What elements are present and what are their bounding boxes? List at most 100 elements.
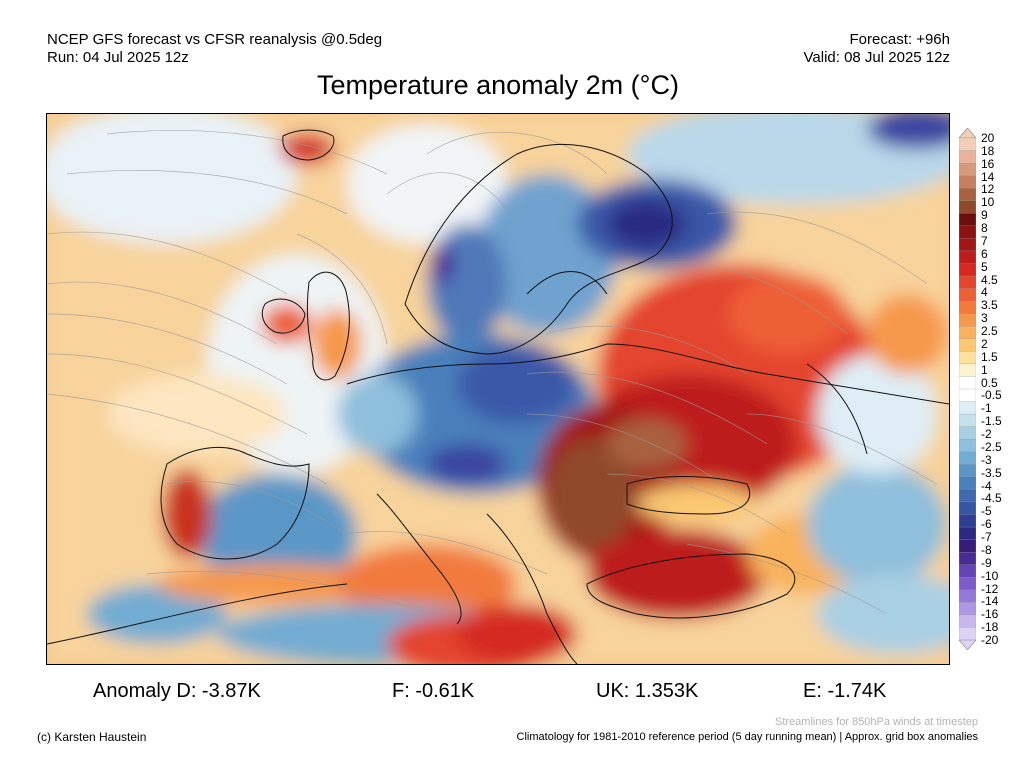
scale-swatch	[959, 551, 976, 566]
scale-swatch	[959, 351, 976, 365]
scale-label: 3	[981, 311, 988, 326]
scale-label: -4.5	[981, 491, 1002, 506]
scale-label: -4	[981, 478, 992, 493]
scale-swatch	[959, 376, 976, 390]
scale-swatch	[959, 363, 976, 377]
scale-label: 1	[981, 362, 988, 377]
scale-label: -1	[981, 401, 992, 416]
scale-swatch	[959, 326, 976, 340]
scale-label: 4.5	[981, 272, 998, 287]
scale-swatch	[959, 589, 976, 603]
anomaly-field	[47, 114, 949, 664]
scale-label: 12	[981, 182, 995, 197]
anomaly-map	[46, 113, 950, 665]
scale-swatch	[959, 413, 976, 428]
scale-label: -6	[981, 517, 992, 532]
scale-swatch	[959, 263, 976, 277]
map-title: Temperature anomaly 2m (°C)	[317, 70, 679, 100]
scale-swatch	[959, 200, 976, 214]
scale-swatch	[959, 464, 976, 478]
scale-swatch	[959, 501, 976, 515]
coastlines	[47, 129, 949, 664]
run-time: Run: 04 Jul 2025 12z	[47, 49, 189, 66]
scale-swatch	[959, 526, 976, 541]
scale-swatch	[959, 137, 976, 152]
streamline-note: Streamlines for 850hPa winds at timestep	[775, 716, 978, 728]
scale-swatch	[959, 213, 976, 227]
scale-label: -2.5	[981, 439, 1002, 454]
scale-label: -8	[981, 542, 992, 557]
scale-label: -9	[981, 555, 992, 570]
scale-swatch	[959, 489, 976, 503]
scale-swatch	[959, 627, 976, 641]
scale-label: 4	[981, 285, 988, 300]
scale-swatch	[959, 401, 976, 415]
scale-swatch	[959, 313, 976, 327]
scale-swatch	[959, 175, 976, 189]
scale-swatch	[959, 162, 976, 177]
scale-swatch	[959, 602, 976, 616]
scale-swatch	[959, 188, 976, 202]
scale-swatch	[959, 426, 976, 440]
scale-label: 0.5	[981, 375, 998, 390]
color-scale-bar	[959, 128, 976, 650]
anomaly-germany: Anomaly D: -3.87K	[93, 680, 261, 702]
run-info: NCEP GFS forecast vs CFSR reanalysis @0.…	[47, 31, 382, 67]
scale-swatch	[959, 300, 976, 315]
forecast-hour: Forecast: +96h	[849, 31, 950, 48]
scale-label: 14	[981, 169, 995, 184]
scale-label: -18	[981, 620, 999, 635]
scale-swatch	[959, 275, 976, 290]
scale-label: -20	[981, 633, 999, 647]
scale-label: -0.5	[981, 388, 1002, 403]
scale-swatch	[959, 150, 976, 164]
scale-swatch	[959, 476, 976, 490]
scale-label: -7	[981, 530, 992, 545]
scale-arrow-top	[959, 128, 976, 139]
anomaly-france: F: -0.61K	[392, 680, 475, 702]
scale-label: 5	[981, 259, 988, 274]
valid-time: Valid: 08 Jul 2025 12z	[803, 49, 951, 66]
scale-swatch	[959, 439, 976, 453]
scale-label: 8	[981, 221, 988, 236]
scale-label: 3.5	[981, 298, 998, 313]
scale-label: -16	[981, 607, 999, 622]
scale-arrow-bottom	[959, 639, 976, 650]
scale-swatch	[959, 451, 976, 465]
scale-label: 20	[981, 131, 995, 145]
forecast-info: Forecast: +96h Valid: 08 Jul 2025 12z	[804, 31, 951, 67]
scale-label: -3.5	[981, 465, 1002, 480]
anomaly-summary: Anomaly D: -3.87K F: -0.61K UK: 1.353K E…	[0, 680, 1024, 706]
scale-label: -14	[981, 594, 999, 609]
scale-label: -10	[981, 568, 999, 583]
model-description: NCEP GFS forecast vs CFSR reanalysis @0.…	[47, 31, 383, 48]
anomaly-uk: UK: 1.353K	[596, 680, 699, 702]
scale-label: 18	[981, 143, 995, 158]
scale-swatch	[959, 539, 976, 553]
scale-label: -3	[981, 452, 992, 467]
scale-label: 10	[981, 195, 995, 210]
scale-label: 16	[981, 156, 995, 171]
anomaly-map-graphic	[47, 114, 949, 664]
scale-label: 6	[981, 246, 988, 261]
scale-label: 2.5	[981, 324, 998, 339]
scale-swatch	[959, 577, 976, 591]
scale-swatch	[959, 614, 976, 628]
scale-label: 7	[981, 233, 988, 248]
scale-label: 1.5	[981, 349, 998, 364]
scale-label: -5	[981, 504, 992, 519]
scale-swatch	[959, 225, 976, 239]
scale-label: 9	[981, 208, 988, 223]
scale-swatch	[959, 250, 976, 264]
scale-label: 2	[981, 336, 988, 351]
scale-swatch	[959, 514, 976, 528]
anomaly-spain: E: -1.74K	[803, 680, 887, 702]
copyright: (c) Karsten Haustein	[37, 730, 147, 744]
scale-swatch	[959, 388, 976, 403]
wind-streamlines	[47, 130, 938, 615]
scale-label: -2	[981, 427, 992, 442]
scale-swatch	[959, 288, 976, 302]
scale-label: -1.5	[981, 414, 1002, 429]
climatology-note: Climatology for 1981-2010 reference peri…	[516, 731, 978, 743]
scale-swatch	[959, 338, 976, 352]
